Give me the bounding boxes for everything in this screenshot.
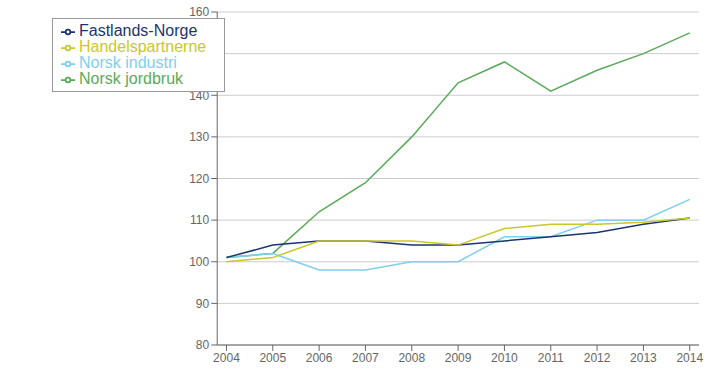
- svg-text:110: 110: [190, 213, 209, 227]
- svg-text:100: 100: [189, 255, 209, 269]
- svg-text:2005: 2005: [259, 351, 286, 365]
- svg-text:2013: 2013: [630, 351, 657, 365]
- svg-text:2014: 2014: [676, 351, 703, 365]
- svg-text:2012: 2012: [584, 351, 611, 365]
- svg-text:2010: 2010: [491, 351, 518, 365]
- svg-text:80: 80: [196, 338, 210, 352]
- svg-text:2004: 2004: [213, 351, 240, 365]
- svg-text:130: 130: [189, 130, 209, 144]
- svg-text:2008: 2008: [398, 351, 425, 365]
- svg-text:90: 90: [196, 297, 210, 311]
- svg-text:160: 160: [189, 5, 209, 19]
- svg-text:120: 120: [189, 172, 209, 186]
- svg-text:140: 140: [189, 89, 209, 103]
- svg-text:2011: 2011: [538, 351, 564, 365]
- svg-text:150: 150: [189, 47, 209, 61]
- svg-text:2006: 2006: [306, 351, 333, 365]
- svg-text:2007: 2007: [352, 351, 379, 365]
- svg-text:2009: 2009: [445, 351, 472, 365]
